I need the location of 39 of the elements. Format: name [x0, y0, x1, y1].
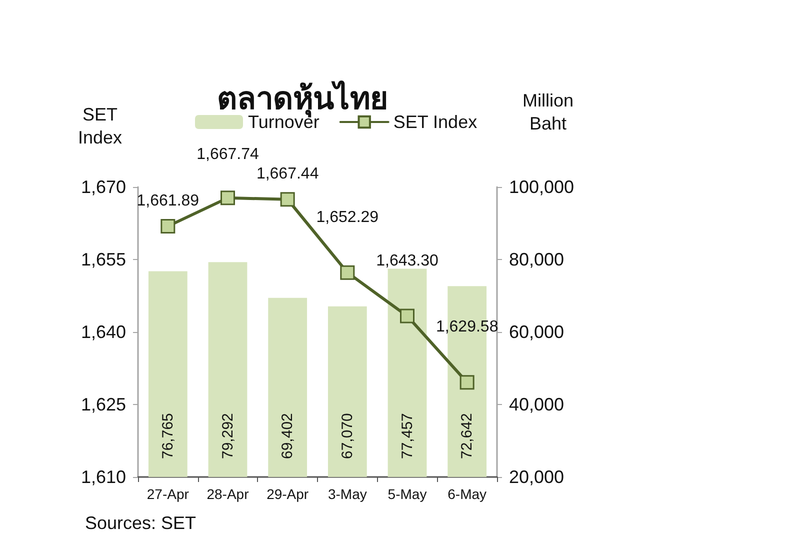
data-label: 76,765	[159, 413, 176, 459]
point	[460, 375, 474, 390]
y-tick-label: 1,640	[80, 322, 126, 342]
legend-label: SET Index	[393, 112, 478, 132]
data-label: 67,070	[338, 413, 356, 459]
x-tick-label: 28-Apr	[206, 486, 250, 502]
point	[400, 308, 414, 324]
y2-tick-label: 100,000	[509, 177, 574, 197]
data-label: 77,457	[398, 413, 416, 459]
point	[280, 192, 295, 207]
x-tick-label: 27-Apr	[146, 486, 190, 502]
data-label: 1,661.89	[136, 192, 200, 210]
y2-tick-label: 80,000	[509, 250, 564, 270]
point	[340, 265, 355, 280]
y-tick-label: 1,625	[80, 394, 126, 414]
x-tick-label: 3-May	[328, 486, 367, 502]
y2-tick-label: 40,000	[509, 394, 564, 414]
data-label: 1,667.44	[256, 166, 319, 183]
data-label: 72,642	[458, 413, 476, 459]
data-label: 1,652.29	[316, 208, 379, 226]
y-axis-title: SET Index	[78, 104, 122, 148]
y2-tick-label: 20,000	[509, 467, 564, 487]
y-tick-label: 1,670	[80, 177, 126, 197]
data-label: 69,402	[279, 413, 296, 459]
x-tick-label: 29-Apr	[266, 486, 309, 502]
chart-title: ตลาดหุ้นไทย	[217, 80, 388, 118]
point	[160, 218, 176, 234]
y-tick-label: 1,655	[80, 250, 126, 270]
y2-axis-title: Million Baht	[522, 90, 574, 134]
source-note: Sources: SET	[85, 513, 196, 533]
data-label: 79,292	[219, 413, 236, 459]
data-label: 1,643.30	[376, 252, 438, 270]
x-tick-label: 5-May	[388, 486, 427, 502]
y2-tick-label: 60,000	[509, 322, 564, 342]
data-label: 1,667.74	[196, 146, 259, 164]
point	[220, 190, 235, 206]
data-label: 1,629.58	[436, 318, 498, 336]
y-tick-label: 1,610	[80, 467, 126, 487]
x-tick-label: 6-May	[448, 486, 487, 502]
